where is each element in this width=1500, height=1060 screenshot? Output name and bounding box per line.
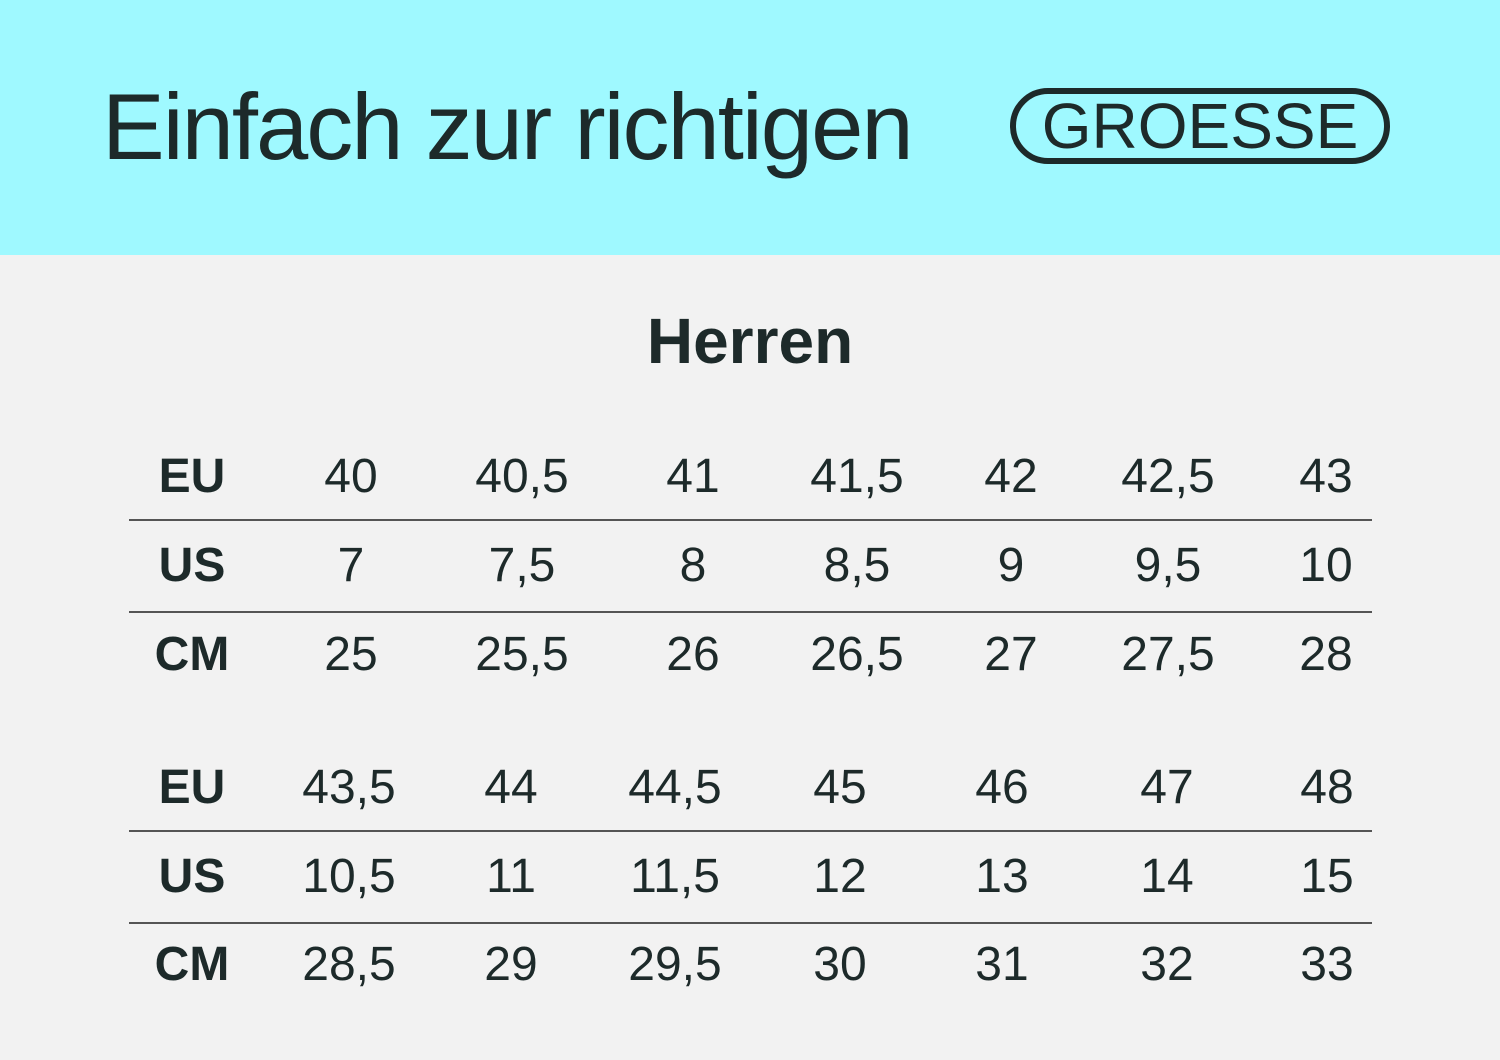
size-cell: 27,5 — [1121, 628, 1215, 681]
page-title: Einfach zur richtigen — [102, 74, 914, 179]
size-cell: 9 — [997, 539, 1025, 592]
size-cell: 30 — [813, 938, 867, 991]
size-cell: 31 — [975, 938, 1029, 991]
size-cell: 43 — [1299, 450, 1353, 503]
size-badge: GROESSE — [1010, 88, 1390, 164]
size-cell: 9,5 — [1134, 539, 1202, 592]
size-cell: 29,5 — [628, 938, 722, 991]
size-cell: 32 — [1140, 938, 1194, 991]
size-cell: 7,5 — [488, 539, 556, 592]
header-band — [0, 0, 1500, 255]
size-cell: 8,5 — [823, 539, 891, 592]
size-cell: 41,5 — [810, 450, 904, 503]
size-cell: 42 — [984, 450, 1038, 503]
size-cell: 45 — [813, 761, 867, 814]
size-cell: 27 — [984, 628, 1038, 681]
row-label: US — [158, 539, 226, 592]
size-cell: 26 — [666, 628, 720, 681]
size-cell: 41 — [666, 450, 720, 503]
size-cell: 11,5 — [630, 850, 720, 903]
size-cell: 12 — [813, 850, 867, 903]
size-cell: 10 — [1299, 539, 1353, 592]
row-label: EU — [158, 450, 226, 503]
size-cell: 14 — [1140, 850, 1194, 903]
row-divider — [129, 922, 1372, 924]
size-cell: 10,5 — [302, 850, 396, 903]
row-label: CM — [154, 628, 230, 681]
size-cell: 29 — [484, 938, 538, 991]
size-cell: 43,5 — [302, 761, 396, 814]
row-label: EU — [158, 761, 226, 814]
size-cell: 15 — [1300, 850, 1354, 903]
size-cell: 7 — [337, 539, 365, 592]
size-cell: 48 — [1300, 761, 1354, 814]
row-label: CM — [154, 938, 230, 991]
size-cell: 8 — [679, 539, 707, 592]
size-cell: 25,5 — [475, 628, 569, 681]
size-cell: 40,5 — [475, 450, 569, 503]
size-cell: 47 — [1140, 761, 1194, 814]
size-cell: 46 — [975, 761, 1029, 814]
size-cell: 40 — [324, 450, 378, 503]
size-cell: 13 — [975, 850, 1029, 903]
row-divider — [129, 611, 1372, 613]
size-badge-label: GROESSE — [1041, 90, 1359, 162]
row-divider — [129, 519, 1372, 521]
row-divider — [129, 830, 1372, 832]
row-label: US — [158, 850, 226, 903]
section-title: Herren — [646, 305, 854, 377]
size-cell: 44 — [484, 761, 538, 814]
size-cell: 28,5 — [302, 938, 396, 991]
size-cell: 25 — [324, 628, 378, 681]
size-cell: 28 — [1299, 628, 1353, 681]
size-cell: 42,5 — [1121, 450, 1215, 503]
size-cell: 33 — [1300, 938, 1354, 991]
size-cell: 44,5 — [628, 761, 722, 814]
size-cell: 11 — [486, 850, 536, 903]
size-cell: 26,5 — [810, 628, 904, 681]
